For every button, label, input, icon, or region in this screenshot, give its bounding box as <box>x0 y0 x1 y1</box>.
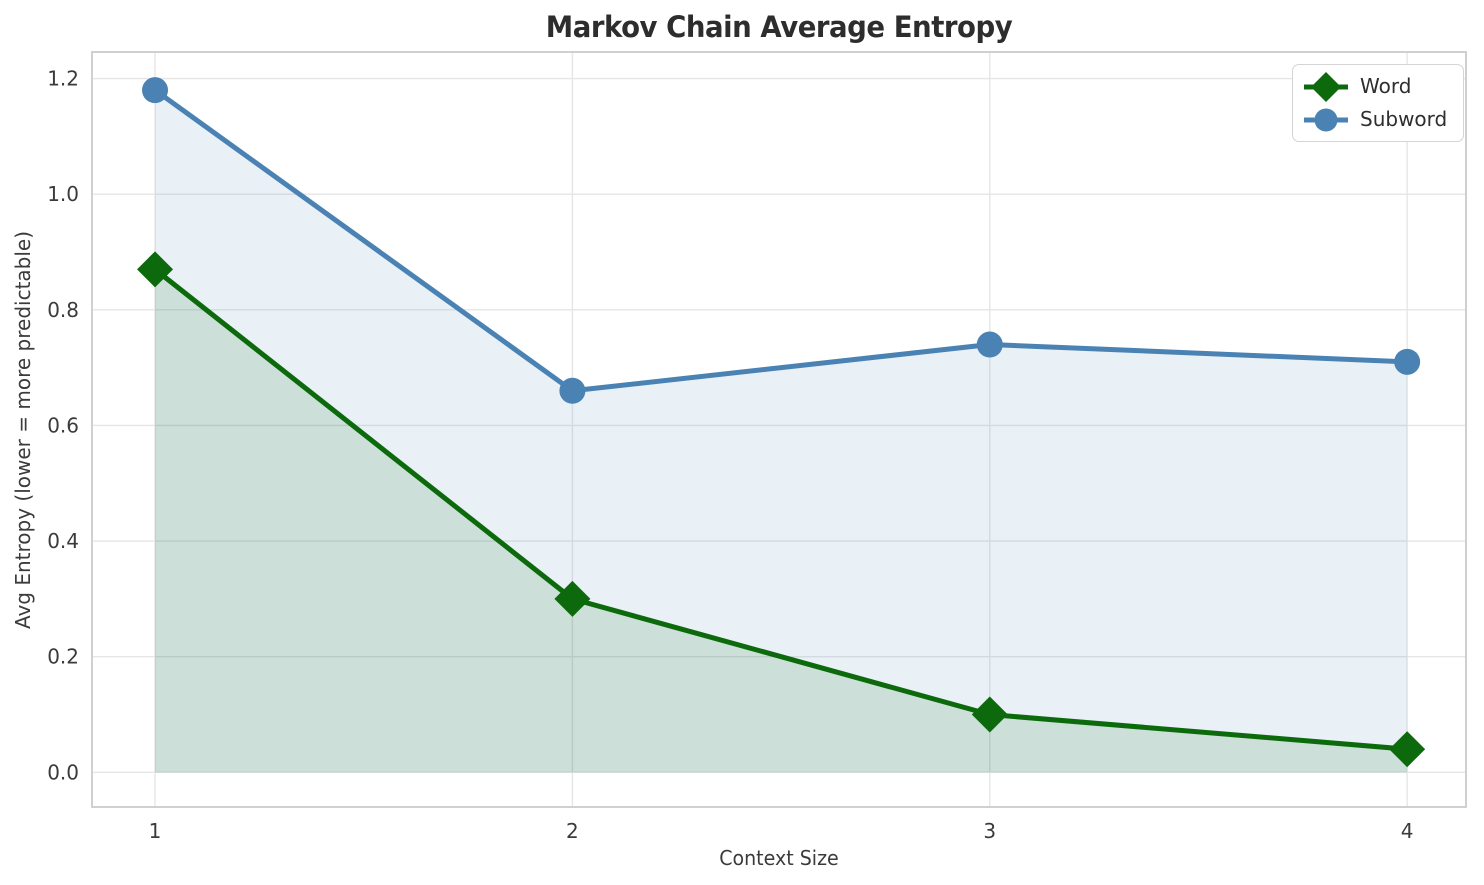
series-marker-subword <box>976 331 1003 358</box>
series-line-word <box>152 266 1410 752</box>
y-axis-label: Avg Entropy (lower = more predictable) <box>11 230 35 630</box>
chart-title: Markov Chain Average Entropy <box>545 10 1013 44</box>
subword-legend-glyph <box>1314 108 1338 131</box>
x-tick-label: 2 <box>566 819 579 843</box>
series-marker-subword <box>142 77 169 104</box>
series-fill-subword <box>155 90 1408 773</box>
y-tick-label: 1.0 <box>47 182 79 206</box>
y-tick-label: 0.8 <box>47 298 79 322</box>
subword-marker-icon <box>1304 108 1348 131</box>
word-marker-icon <box>1304 71 1348 102</box>
series-marker-word <box>554 580 591 617</box>
series-fill-word <box>155 269 1408 773</box>
y-tick-label: 0.0 <box>47 760 79 784</box>
legend-item-word: Word <box>1302 71 1447 102</box>
legend-label-word: Word <box>1360 74 1412 98</box>
y-tick-label: 0.6 <box>47 413 79 437</box>
series-line-subword <box>152 87 1410 394</box>
y-tick-label: 1.2 <box>47 67 79 91</box>
series-marker-subword <box>559 377 586 404</box>
y-tick-label: 0.4 <box>47 529 79 553</box>
word-legend-glyph <box>1311 71 1341 102</box>
legend: Word Subword <box>1292 64 1465 142</box>
series-marker-subword <box>1394 348 1421 375</box>
series-marker-word <box>137 251 174 288</box>
x-tick-label: 3 <box>983 819 996 843</box>
x-tick-label: 1 <box>149 819 162 843</box>
series-marker-word <box>971 696 1008 733</box>
y-tick-label: 0.2 <box>47 645 79 669</box>
x-axis-label: Context Size <box>719 846 839 870</box>
series-marker-word <box>1389 731 1426 768</box>
x-tick-label: 4 <box>1401 819 1414 843</box>
legend-item-subword: Subword <box>1302 105 1447 134</box>
legend-label-subword: Subword <box>1360 107 1448 131</box>
plot-border <box>91 51 1467 808</box>
